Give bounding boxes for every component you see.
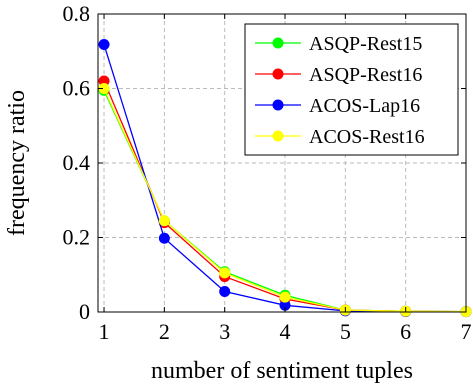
y-tick-label: 0.2 [63,225,91,250]
x-tick-label: 3 [219,319,230,344]
legend-swatch-marker [272,130,284,142]
x-axis-label: number of sentiment tuples [151,358,413,384]
axis-ticks: 1 2 3 4 5 6 7 0 0.2 0.4 0.6 0.8 [63,1,472,344]
data-point-acos-rest16 [219,267,231,279]
x-tick-label: 4 [280,319,291,344]
y-tick-label: 0.4 [63,150,91,175]
legend-swatch-marker [272,99,284,111]
x-tick-label: 7 [461,319,472,344]
x-tick-label: 1 [99,319,110,344]
x-tick-label: 2 [159,319,170,344]
legend-swatch-marker [272,68,284,80]
legend-label: ACOS-Rest16 [309,126,425,148]
legend-swatch-marker [272,37,284,49]
legend-label: ASQP-Rest16 [309,64,422,86]
legend-label: ACOS-Lap16 [309,95,420,117]
legend-label: ASQP-Rest15 [309,33,422,55]
y-tick-label: 0.6 [63,76,91,101]
data-point-acos-rest16 [279,291,291,303]
data-point-acos-lap16 [158,232,170,244]
y-axis-label: frequency ratio [4,90,30,236]
y-tick-label: 0.8 [63,1,91,26]
legend: ASQP-Rest15 ASQP-Rest16 ACOS-Lap16 ACOS-Res… [244,23,459,156]
data-point-acos-lap16 [279,299,291,311]
data-point-acos-rest16 [158,215,170,227]
data-point-acos-lap16 [98,39,110,51]
x-tick-label: 6 [400,319,411,344]
data-point-acos-rest16 [98,83,110,94]
data-point-acos-lap16 [219,286,231,298]
y-tick-label: 0 [79,299,90,324]
x-tick-label: 5 [340,319,351,344]
